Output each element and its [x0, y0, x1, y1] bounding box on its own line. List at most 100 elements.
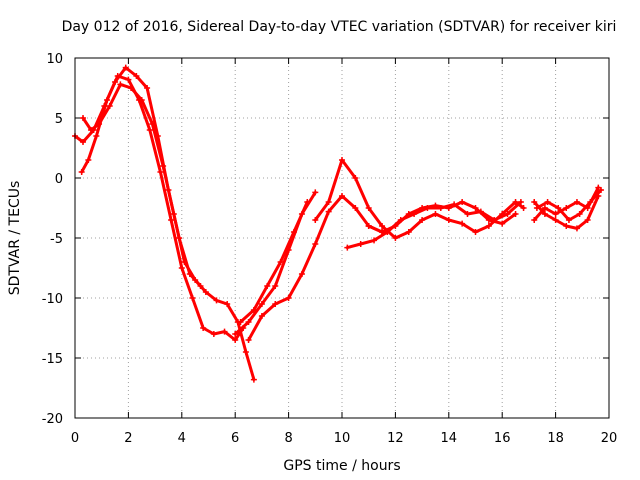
- data-point: [117, 81, 124, 88]
- data-point: [93, 133, 100, 139]
- data-point: [552, 217, 559, 223]
- y-tick-label: 5: [55, 112, 63, 127]
- data-point: [128, 85, 135, 91]
- data-point: [339, 157, 345, 163]
- data-point: [517, 199, 524, 205]
- data-point: [576, 211, 583, 217]
- x-axis-label: GPS time / hours: [283, 458, 400, 474]
- x-tick-label: 20: [601, 431, 618, 446]
- data-point: [357, 241, 364, 247]
- series-arc-11: [531, 193, 602, 232]
- data-point: [186, 271, 193, 277]
- series-arc-1: [78, 73, 247, 343]
- data-point: [250, 307, 257, 313]
- chart-title: Day 012 of 2016, Sidereal Day-to-day VTE…: [62, 19, 617, 35]
- x-tick-label: 14: [441, 431, 458, 446]
- data-point: [85, 157, 92, 163]
- data-point: [106, 103, 113, 109]
- data-point: [101, 103, 108, 109]
- y-tick-label: 0: [55, 172, 63, 187]
- data-point: [264, 283, 271, 289]
- data-point: [512, 211, 519, 217]
- data-point: [379, 229, 386, 235]
- data-point: [272, 283, 279, 289]
- data-point: [541, 211, 548, 217]
- x-tick-label: 2: [124, 431, 132, 446]
- data-point: [90, 127, 97, 133]
- x-tick-label: 8: [284, 431, 292, 446]
- data-point: [157, 169, 164, 175]
- y-tick-label: -20: [42, 412, 63, 427]
- data-point: [459, 220, 466, 227]
- series-line: [239, 200, 309, 324]
- data-point: [232, 331, 239, 337]
- data-point: [272, 301, 279, 307]
- data-point: [352, 175, 359, 181]
- data-point: [459, 199, 466, 205]
- data-point: [531, 199, 538, 205]
- x-tick-label: 0: [71, 431, 79, 446]
- data-point: [189, 295, 196, 301]
- data-point: [213, 297, 220, 304]
- data-point: [298, 271, 305, 277]
- data-point: [80, 115, 87, 121]
- data-point: [533, 205, 540, 211]
- data-point: [245, 337, 252, 343]
- data-point: [432, 211, 439, 217]
- data-point: [221, 328, 228, 335]
- data-point: [552, 211, 559, 217]
- data-point: [419, 217, 426, 223]
- data-point: [352, 205, 359, 211]
- data-point: [531, 217, 538, 223]
- data-point: [464, 211, 471, 217]
- data-point: [365, 223, 372, 229]
- x-tick-label: 16: [494, 431, 511, 446]
- grid-lines: [75, 58, 609, 418]
- data-point: [168, 217, 175, 223]
- data-point: [144, 85, 151, 91]
- data-point: [258, 301, 265, 307]
- data-point: [371, 237, 378, 244]
- data-point: [290, 229, 297, 235]
- data-point: [138, 97, 145, 103]
- data-point: [125, 76, 132, 83]
- data-point: [285, 295, 292, 301]
- x-tick-label: 4: [178, 431, 186, 446]
- data-point: [544, 199, 551, 205]
- series-arc-9: [365, 199, 519, 235]
- y-tick-label: -5: [50, 232, 63, 247]
- data-point: [555, 205, 562, 211]
- data-point: [339, 193, 345, 199]
- data-point: [520, 205, 527, 211]
- data-point: [258, 313, 265, 319]
- data-point: [365, 205, 372, 211]
- y-tick-label: 10: [46, 52, 63, 67]
- data-point: [344, 244, 351, 251]
- y-tick-label: -15: [42, 352, 63, 367]
- data-point: [80, 139, 87, 145]
- data-point: [445, 205, 452, 211]
- data-point: [325, 199, 332, 205]
- data-point: [379, 223, 386, 229]
- data-point: [472, 205, 479, 211]
- data-point: [512, 199, 519, 205]
- series-arc-12: [533, 187, 604, 223]
- data-point: [112, 79, 119, 85]
- data-point: [242, 349, 249, 355]
- series-arc-5: [237, 199, 311, 325]
- data-point: [224, 301, 231, 307]
- data-traces: [72, 64, 604, 383]
- data-point: [392, 223, 399, 229]
- data-point: [133, 73, 140, 79]
- data-point: [432, 202, 439, 209]
- data-point: [472, 229, 479, 235]
- data-point: [563, 223, 570, 229]
- data-point: [78, 169, 85, 175]
- data-point: [250, 376, 257, 383]
- y-tick-labels: 10 5 0 -5 -10 -15 -20: [42, 52, 63, 427]
- data-point: [405, 211, 412, 217]
- data-point: [165, 187, 172, 193]
- data-point: [499, 220, 506, 227]
- data-point: [485, 217, 492, 223]
